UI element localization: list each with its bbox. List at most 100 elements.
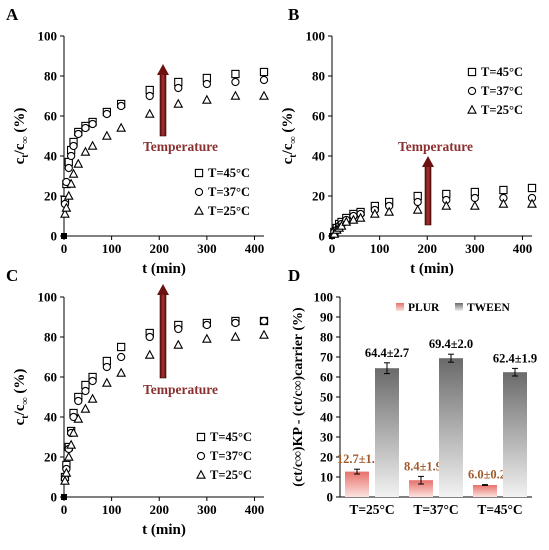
data-point (80, 146, 91, 156)
y-label-sub: t (20, 154, 31, 158)
y-label-sub: ∞ (20, 136, 31, 143)
data-point (259, 75, 269, 85)
data-point (81, 386, 90, 396)
data-point (499, 185, 508, 195)
data-point (73, 158, 84, 168)
y-label-mid: /c (12, 143, 28, 155)
data-point (74, 129, 83, 139)
temperature-label: Temperature (398, 139, 473, 154)
data-point (73, 413, 84, 423)
temperature-arrow-head (157, 64, 169, 75)
bar-plur (409, 480, 433, 497)
y-tick-label: 0 (51, 229, 58, 244)
y-tick-label: 0 (319, 229, 326, 244)
data-point (173, 98, 184, 108)
y-tick-label: 60 (44, 109, 57, 124)
y-tick-label: 100 (38, 290, 58, 305)
data-point (87, 140, 98, 150)
panel-b: B 0 20 40 60 80 100 0 100 200 300 400 t (min) ct/c∞ (… (280, 5, 537, 277)
data-point (201, 94, 212, 104)
data-point (88, 119, 97, 129)
x-tick-label: 0 (61, 502, 68, 517)
temperature-arrow-shaft (424, 165, 432, 226)
bar-tween (439, 358, 463, 497)
bar-plur (473, 485, 497, 497)
data-point (348, 214, 359, 224)
y-tick-label: 20 (44, 189, 57, 204)
data-point (231, 69, 240, 79)
data-point (88, 376, 97, 386)
y-tick-label: 80 (44, 69, 57, 84)
panel-label: B (288, 5, 299, 24)
panel-label: A (6, 5, 19, 24)
x-tick-label: 100 (370, 241, 390, 256)
data-point (80, 403, 91, 413)
data-label: 64.4±2.7 (365, 346, 409, 360)
data-point (64, 163, 73, 173)
legend-marker (194, 168, 204, 178)
data-point (60, 208, 70, 218)
data-point (66, 178, 77, 188)
legend-label: T=45°C (208, 166, 250, 180)
y-label-main: c (12, 157, 28, 164)
y-tick-label: 20 (44, 450, 57, 465)
data-point (202, 320, 212, 330)
data-point (116, 122, 127, 132)
data-point (145, 91, 154, 101)
legend-marker (196, 432, 206, 442)
data-label: 8.4±1.9 (404, 459, 442, 473)
y-tick-label: 70 (320, 350, 333, 365)
data-point (413, 197, 422, 207)
x-category-label: T=45°C (477, 502, 522, 517)
y-label-sub: ∞ (20, 397, 31, 404)
data-point (101, 130, 112, 140)
x-axis-label: t (min) (142, 522, 186, 538)
y-tick-label: 90 (320, 310, 333, 325)
data-point (259, 90, 269, 100)
data-point (498, 198, 509, 208)
y-tick-label: 50 (320, 390, 333, 405)
data-point (527, 183, 537, 193)
legend-label: T=25°C (208, 204, 250, 218)
y-tick-label: 100 (306, 29, 326, 44)
legend-label: T=25°C (481, 103, 523, 117)
y-tick-label: 80 (312, 69, 325, 84)
temperature-arrow-head (422, 156, 434, 167)
y-label-mid: /c (12, 404, 28, 416)
legend-marker (467, 86, 477, 96)
data-point (102, 362, 112, 372)
y-tick-label: 20 (312, 189, 325, 204)
bar-tween (375, 368, 399, 497)
series-triangle (60, 90, 269, 239)
y-axis-label: ct/c∞ (%) (280, 108, 299, 165)
data-point (68, 168, 79, 178)
y-label-main: c (280, 157, 296, 164)
data-point (469, 200, 480, 210)
y-tick-label: 60 (320, 370, 333, 385)
y-tick-label: 60 (312, 109, 325, 124)
legend-marker (196, 451, 206, 461)
data-point (61, 467, 72, 477)
data-point (470, 193, 480, 203)
data-point (202, 79, 212, 89)
data-point (66, 151, 76, 161)
legend-marker (194, 205, 204, 215)
data-point (144, 108, 155, 118)
data-point (74, 396, 83, 406)
data-point (69, 141, 78, 151)
legend-label: PLUR (408, 302, 440, 314)
panel-a: A 0 20 40 60 80 100 0 100 200 300 400 t (min) ct/c∞ (… (6, 5, 269, 277)
legend-label: T=37°C (481, 84, 523, 98)
y-label-main: c (12, 418, 28, 425)
y-label-mid: /c (280, 143, 296, 155)
data-point (259, 329, 269, 339)
y-axis-label: (ct/c∞)KP - (ct/c∞)carrier (%) (291, 307, 306, 487)
y-tick-label: 40 (312, 149, 325, 164)
legend-swatch (455, 303, 463, 311)
data-point (231, 77, 240, 87)
legend-label: T=45°C (210, 430, 252, 444)
data-point (116, 342, 126, 352)
x-tick-label: 200 (149, 502, 169, 517)
panel-label: C (6, 266, 18, 285)
data-point (68, 427, 79, 437)
